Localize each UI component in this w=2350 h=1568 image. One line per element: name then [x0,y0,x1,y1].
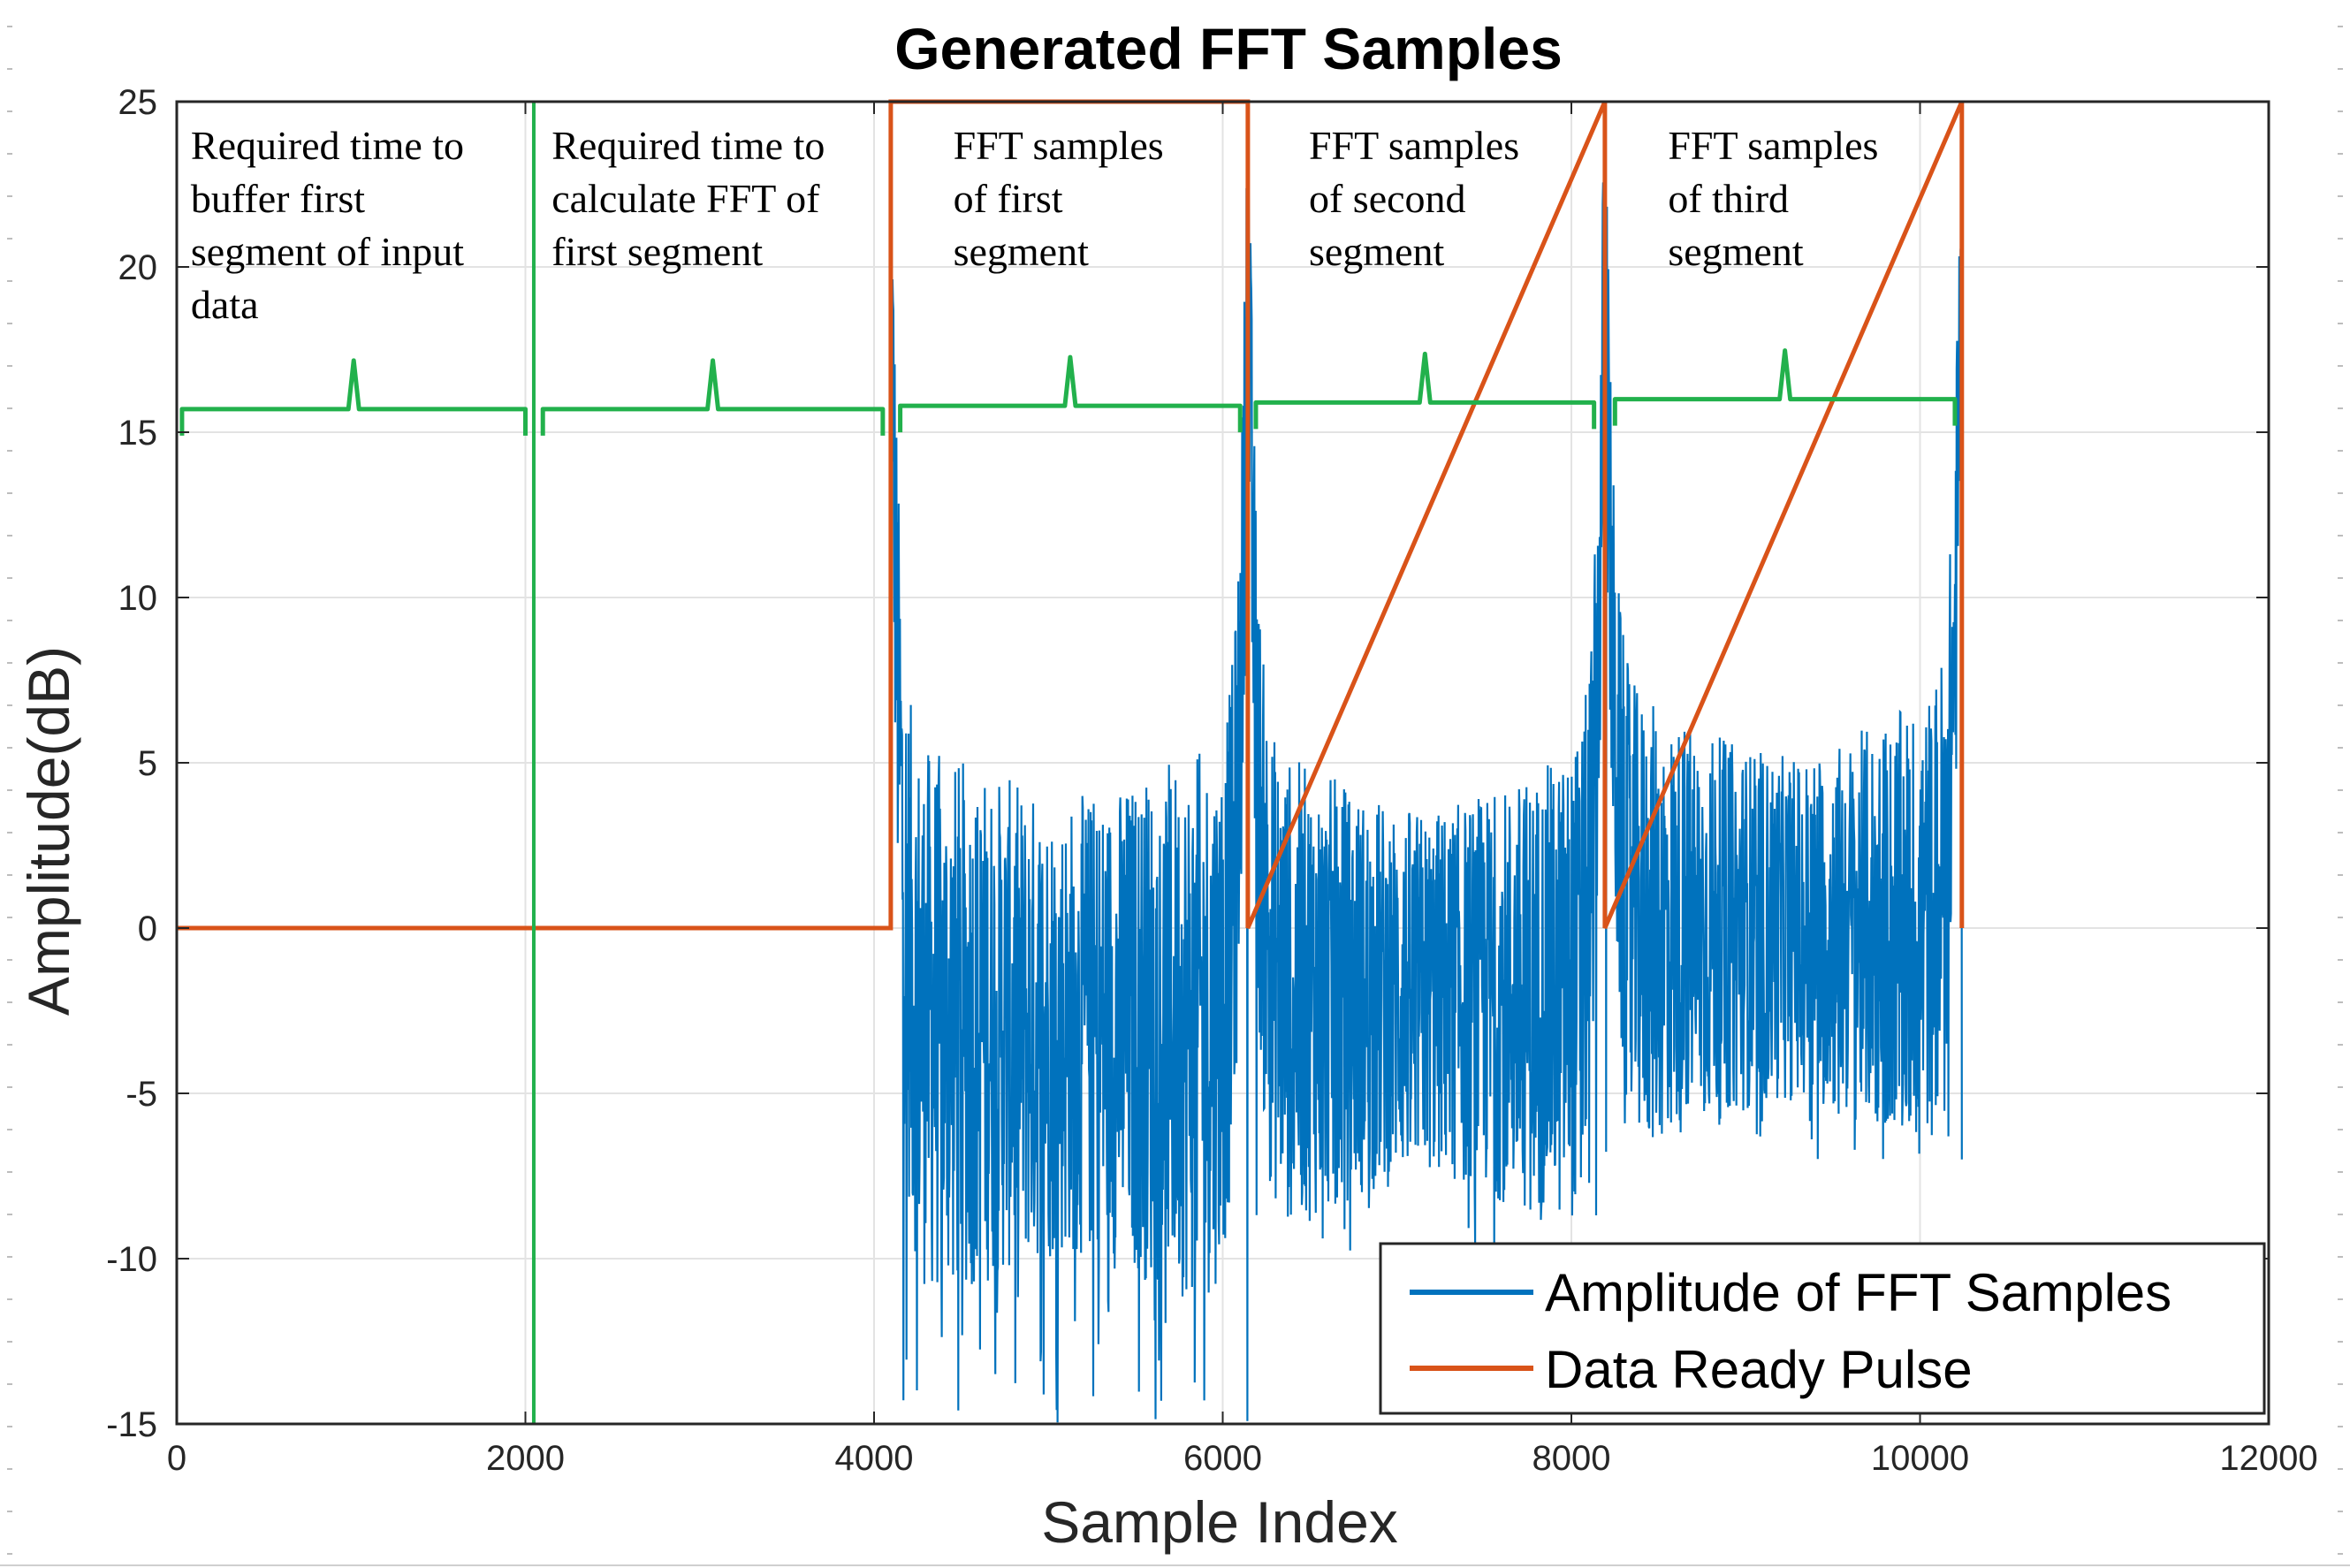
chart-title: Generated FFT Samples [894,16,1563,81]
y-tick-label: 10 [118,579,158,618]
legend-fft-label: Amplitude of FFT Samples [1545,1263,2171,1322]
legend-box [1379,1242,2266,1415]
green-markers [179,102,1958,1424]
annotation-text-line: of second [1309,176,1466,221]
x-tick-label: 6000 [1183,1439,1262,1478]
annotation-text-line: FFT samples [1309,123,1519,168]
y-tick-label: 15 [118,414,158,453]
x-tick-label: 10000 [1871,1439,1969,1478]
annotation-text-line: buffer first [191,176,365,221]
fft-segment-3 [1603,148,1963,1160]
y-tick-label: -10 [106,1240,157,1279]
fft-segment-1 [889,148,1249,1423]
y-tick-label: -15 [106,1405,157,1444]
y-tick-label: 5 [138,744,157,783]
x-tick-label: 8000 [1532,1439,1611,1478]
x-tick-label: 2000 [486,1439,565,1478]
annotation-bracket-1 [179,358,528,436]
x-tick-label: 0 [167,1439,186,1478]
annotation-text-line: segment of input [191,229,464,274]
annotation-text-line: calculate FFT of [551,176,820,221]
fft-series [889,148,1963,1423]
x-tick-label: 12000 [2219,1439,2317,1478]
page-border-dots [0,26,2350,1566]
annotation-text-line: data [191,282,259,327]
annotation-bracket-3 [898,354,1243,433]
x-tick-label: 4000 [835,1439,914,1478]
annotation-text-line: of third [1668,176,1789,221]
data-ready-pulse-line [177,99,1965,931]
annotation-text-line: Required time to [191,123,464,168]
x-axis-title: Sample Index [1041,1489,1398,1555]
annotation-bracket-4 [1253,351,1597,430]
annotation-text-line: segment [1668,229,1804,274]
annotation-text-line: FFT samples [954,123,1164,168]
axis-ticks: 0 2000 4000 6000 8000 10000 12000 -15 -10 -5 0 5 10 1… [106,83,2317,1478]
annotation-text-line: FFT samples [1668,123,1878,168]
annotation-text-line: segment [1309,229,1445,274]
annotation-text-line: of first [954,176,1063,221]
annotation-bracket-2 [540,358,886,436]
annotation-text-line: first segment [551,229,763,274]
annotation-text-line: Required time to [551,123,825,168]
y-tick-label: 0 [138,910,157,948]
annotations: Required time to buffer first segment of i… [191,123,1879,327]
fft-segment-2 [1246,148,1606,1251]
legend-pulse-label: Data Ready Pulse [1545,1340,1973,1399]
y-axis-title: Amplitude(dB) [16,646,81,1016]
y-tick-label: 25 [118,83,158,122]
y-tick-label: 20 [118,248,158,287]
data-ready-pulse-series [177,99,1965,931]
y-tick-label: -5 [125,1075,157,1114]
annotation-bracket-5 [1612,348,1958,426]
legend: Amplitude of FFT Samples Data Ready Puls… [1379,1242,2266,1415]
annotation-text-line: segment [954,229,1090,274]
